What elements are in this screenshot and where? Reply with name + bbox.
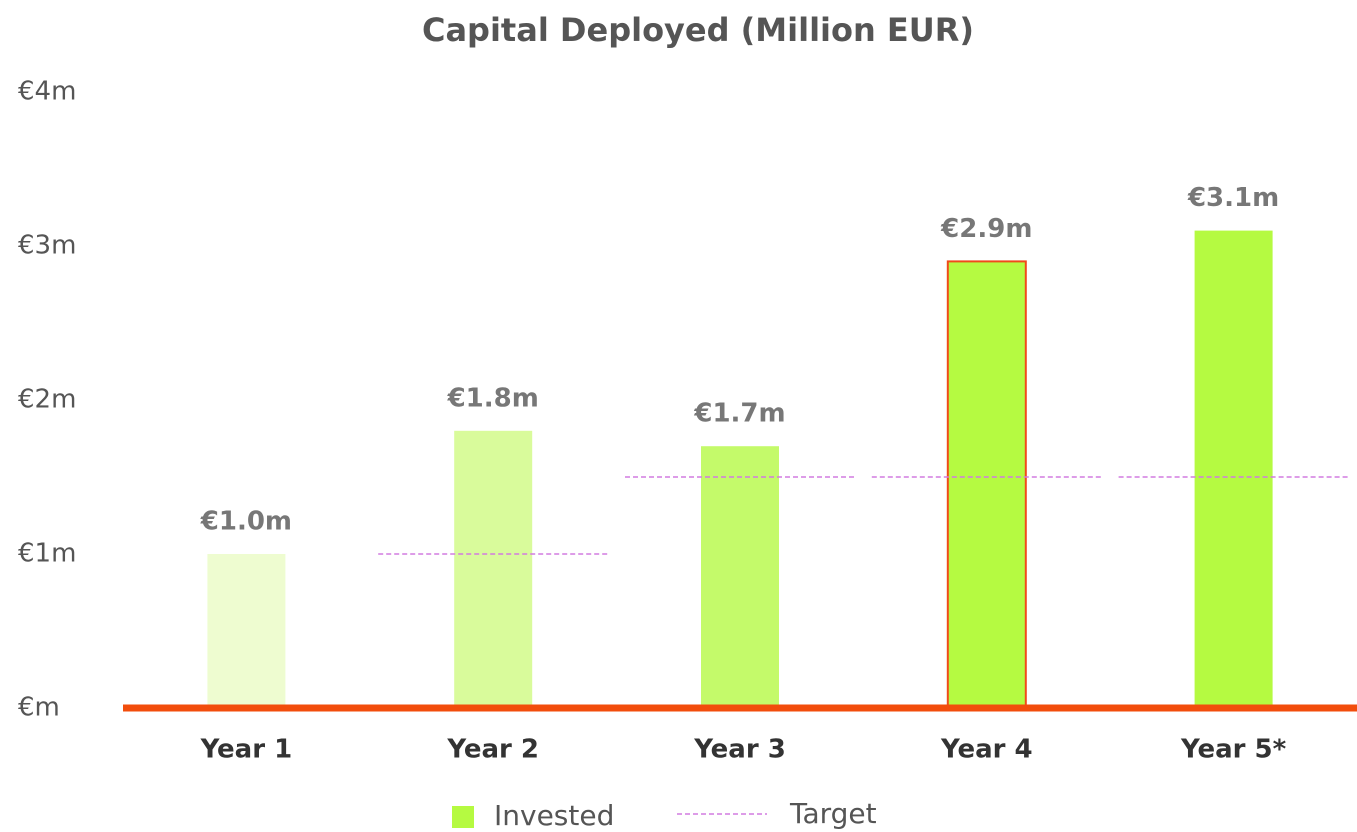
x-tick-label: Year 3 <box>693 735 786 765</box>
y-tick-label: €4m <box>18 77 76 107</box>
value-label: €3.1m <box>1187 183 1279 213</box>
bar <box>701 446 779 708</box>
x-tick-label: Year 2 <box>446 735 539 765</box>
chart-title: Capital Deployed (Million EUR) <box>422 11 974 49</box>
bar <box>946 260 1027 709</box>
bar <box>207 554 286 708</box>
y-tick-label: €1m <box>18 539 76 569</box>
value-label: €1.8m <box>447 383 539 413</box>
x-tick-label: Year 4 <box>940 735 1033 765</box>
value-label: €1.0m <box>200 507 292 537</box>
x-tick-label: Year 5* <box>1180 735 1287 765</box>
value-label: €2.9m <box>940 214 1032 244</box>
y-tick-label: €m <box>18 693 60 723</box>
value-label: €1.7m <box>693 399 785 429</box>
legend-label: Invested <box>494 799 614 832</box>
y-tick-label: €3m <box>18 231 76 261</box>
bar <box>1194 230 1273 708</box>
y-tick-label: €2m <box>18 385 76 415</box>
legend-label: Target <box>789 797 877 830</box>
x-tick-label: Year 1 <box>200 735 293 765</box>
bar <box>454 430 533 708</box>
legend-swatch <box>452 806 474 828</box>
